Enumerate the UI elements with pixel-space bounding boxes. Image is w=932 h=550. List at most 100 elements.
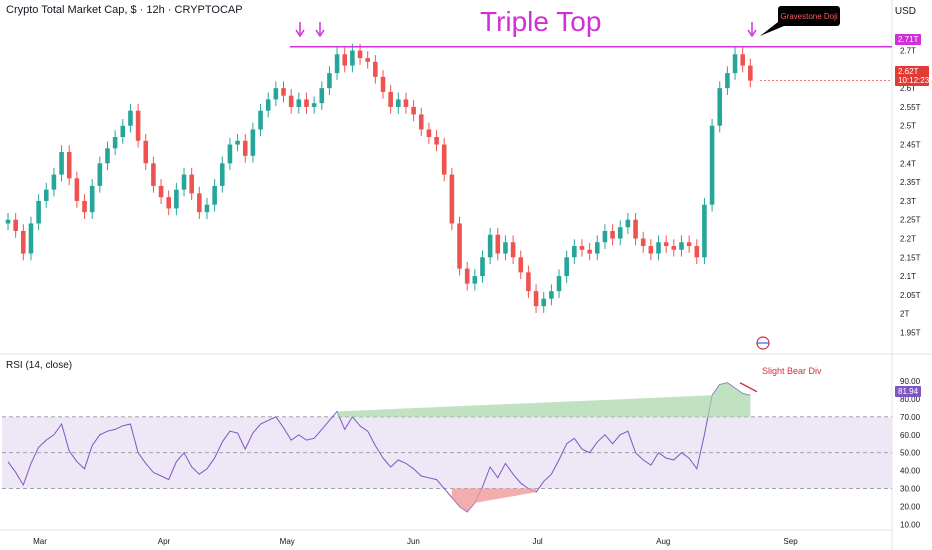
bear-div-line bbox=[739, 382, 758, 393]
candle-body bbox=[503, 242, 508, 254]
candle-body bbox=[128, 110, 133, 126]
candle-body bbox=[572, 246, 577, 258]
candle-body bbox=[258, 110, 263, 130]
time-tick-label: Jul bbox=[532, 537, 542, 546]
candle-body bbox=[663, 242, 669, 247]
candle-body bbox=[702, 204, 707, 258]
candle-body bbox=[288, 95, 294, 107]
price-tick-label: 2.35T bbox=[900, 178, 921, 187]
time-tick-label: May bbox=[280, 537, 295, 546]
candle-body bbox=[166, 197, 172, 209]
candle-body bbox=[403, 99, 409, 107]
rsi-line bbox=[7, 382, 751, 513]
bear-div-label: Slight Bear Div bbox=[762, 366, 822, 376]
candle-body bbox=[373, 61, 378, 77]
triple-top-arrow-head bbox=[295, 29, 305, 38]
rsi-tick-label: 20.00 bbox=[900, 502, 921, 511]
candle-body bbox=[464, 268, 470, 284]
candle-body bbox=[564, 257, 569, 277]
candle-body bbox=[533, 291, 539, 307]
candle-body bbox=[487, 234, 493, 258]
candle-body bbox=[740, 54, 745, 66]
candle-body bbox=[212, 185, 217, 205]
candle-body bbox=[105, 148, 110, 164]
time-tick-label: Mar bbox=[33, 537, 47, 546]
candle-body bbox=[518, 257, 524, 273]
candle-body bbox=[311, 103, 317, 107]
candle-body bbox=[219, 163, 225, 186]
price-tick-label: 2.05T bbox=[900, 291, 921, 300]
candle-body bbox=[365, 58, 370, 62]
candle-body bbox=[426, 129, 432, 138]
callout-pointer bbox=[760, 22, 784, 36]
resistance-price-badge: 2.71T bbox=[895, 34, 922, 45]
candle-body bbox=[418, 114, 424, 130]
price-tick-label: 2.45T bbox=[900, 141, 921, 150]
candle-body bbox=[610, 230, 615, 239]
triple-top-label: Triple Top bbox=[480, 6, 602, 37]
candle-body bbox=[242, 140, 248, 156]
candle-body bbox=[5, 219, 11, 224]
price-tick-label: 2.25T bbox=[900, 216, 921, 225]
candle-body bbox=[434, 137, 439, 145]
candle-body bbox=[541, 298, 547, 307]
triple-top-arrow-head bbox=[747, 29, 757, 38]
candle-body bbox=[174, 189, 179, 209]
candle-body bbox=[13, 219, 18, 231]
triple-top-arrow-head bbox=[315, 29, 325, 38]
candle-body bbox=[457, 223, 462, 269]
candle-body bbox=[396, 99, 401, 107]
candle-body bbox=[265, 99, 271, 111]
candle-body bbox=[357, 50, 363, 59]
candle-body bbox=[151, 163, 156, 186]
last-price-badge: 2.62T 10:12:23 bbox=[895, 66, 929, 86]
candle-body bbox=[625, 219, 631, 228]
rsi-oversold-fill bbox=[451, 488, 537, 512]
price-tick-label: 2.7T bbox=[900, 47, 916, 56]
candle-body bbox=[656, 242, 661, 254]
candle-body bbox=[671, 246, 677, 250]
candle-body bbox=[441, 144, 447, 175]
candle-body bbox=[135, 110, 141, 141]
candle-body bbox=[296, 99, 302, 107]
candle-body bbox=[319, 88, 325, 104]
time-tick-label: Sep bbox=[783, 537, 798, 546]
candle-body bbox=[732, 54, 738, 74]
candle-body bbox=[388, 91, 393, 107]
candle-body bbox=[748, 65, 753, 81]
time-tick-label: Apr bbox=[158, 537, 171, 546]
rsi-value-badge: 81.94 bbox=[895, 386, 922, 397]
candle-body bbox=[21, 230, 26, 254]
currency-label[interactable]: USD bbox=[894, 6, 916, 17]
price-tick-label: 1.95T bbox=[900, 328, 921, 337]
rsi-tick-label: 60.00 bbox=[900, 431, 921, 440]
candle-body bbox=[189, 174, 194, 194]
candle-body bbox=[59, 152, 64, 175]
candle-body bbox=[472, 276, 478, 284]
price-tick-label: 2.1T bbox=[900, 272, 916, 281]
last-price-value: 2.62T bbox=[898, 67, 919, 76]
candle-body bbox=[633, 219, 638, 239]
candle-body bbox=[526, 272, 531, 292]
candle-body bbox=[304, 99, 309, 107]
candle-body bbox=[327, 73, 332, 89]
candle-body bbox=[227, 144, 233, 164]
candle-body bbox=[342, 54, 348, 66]
candle-body bbox=[380, 76, 386, 92]
price-tick-label: 2T bbox=[900, 310, 909, 319]
candle-body bbox=[694, 246, 700, 258]
candle-body bbox=[556, 276, 562, 292]
price-tick-label: 2.5T bbox=[900, 122, 916, 131]
candle-body bbox=[449, 174, 455, 224]
chart-title: Crypto Total Market Cap, $ · 12h · CRYPT… bbox=[6, 4, 243, 16]
candle-body bbox=[143, 140, 149, 164]
candle-body bbox=[510, 242, 516, 258]
candle-body bbox=[334, 54, 340, 74]
candle-body bbox=[709, 125, 715, 205]
price-tick-label: 2.15T bbox=[900, 253, 921, 262]
candle-body bbox=[197, 193, 202, 213]
candle-body bbox=[36, 200, 41, 224]
price-tick-label: 2.2T bbox=[900, 235, 916, 244]
candle-body bbox=[686, 242, 692, 247]
